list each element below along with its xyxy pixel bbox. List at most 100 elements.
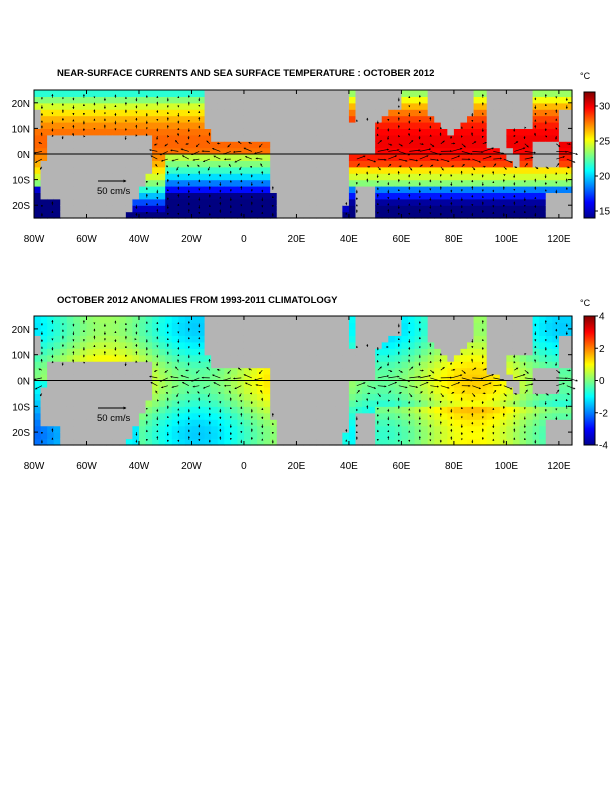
land-cell [211, 90, 219, 97]
land-cell [270, 374, 278, 382]
ocean-cell [375, 438, 383, 446]
current-arrow [535, 393, 539, 396]
land-cell [276, 179, 284, 187]
land-cell [335, 374, 343, 382]
ocean-cell [467, 173, 475, 181]
current-arrow [440, 158, 450, 163]
ocean-cell [250, 374, 258, 382]
ocean-cell [152, 211, 160, 219]
land-cell [138, 386, 147, 394]
land-cell [381, 316, 389, 324]
land-cell [335, 425, 343, 433]
ocean-cell [152, 406, 160, 414]
ocean-cell [257, 186, 265, 193]
ocean-cell [138, 354, 147, 362]
ocean-cell [453, 380, 462, 388]
ocean-cell [388, 128, 396, 136]
land-cell [270, 115, 278, 123]
land-cell [558, 341, 567, 349]
ocean-cell [473, 173, 481, 181]
ocean-cell [73, 335, 81, 343]
land-cell [53, 141, 61, 149]
land-cell [224, 316, 232, 324]
ocean-cell [473, 419, 481, 427]
ocean-cell [125, 115, 134, 123]
land-cell [558, 198, 567, 206]
current-arrow [566, 392, 570, 395]
ocean-cell [125, 109, 134, 117]
land-cell [329, 432, 337, 440]
land-cell [230, 361, 238, 369]
ocean-cell [178, 102, 186, 110]
land-cell [99, 425, 107, 433]
ocean-cell [145, 96, 153, 104]
land-cell [329, 354, 337, 362]
ocean-cell [440, 128, 448, 136]
current-arrow [180, 375, 189, 379]
land-cell [53, 386, 61, 394]
ocean-cell [552, 335, 560, 343]
land-cell [270, 109, 278, 117]
ocean-cell [375, 186, 383, 193]
ocean-cell [191, 90, 199, 97]
land-cell [512, 328, 521, 336]
land-cell [545, 425, 553, 433]
ocean-cell [532, 361, 540, 369]
land-cell [526, 96, 534, 104]
ocean-cell [499, 198, 507, 206]
land-cell [506, 328, 514, 336]
land-cell [303, 354, 311, 362]
current-arrow [556, 369, 561, 374]
ocean-cell [552, 109, 560, 117]
land-cell [309, 102, 317, 110]
land-cell [99, 438, 107, 446]
ocean-cell [112, 128, 120, 136]
land-cell [237, 122, 245, 129]
current-arrow [472, 393, 476, 397]
ocean-cell [191, 367, 199, 375]
current-arrow [493, 384, 503, 387]
ocean-cell [198, 211, 206, 219]
y-tick-label: 20S [12, 428, 30, 439]
land-cell [86, 374, 94, 382]
current-arrow [461, 369, 466, 374]
ocean-cell [250, 147, 258, 155]
ocean-cell [198, 367, 206, 375]
ocean-cell [440, 154, 448, 161]
ocean-cell [447, 179, 455, 187]
ocean-cell [93, 102, 101, 110]
land-cell [493, 361, 501, 369]
ocean-cell [480, 211, 488, 219]
ocean-cell [427, 341, 435, 349]
land-cell [362, 147, 370, 155]
current-arrow [514, 147, 526, 152]
land-cell [79, 173, 88, 181]
ocean-cell [198, 412, 206, 420]
current-arrow [430, 158, 440, 162]
land-cell [270, 128, 278, 136]
ocean-cell [178, 425, 186, 433]
ocean-cell [263, 425, 271, 433]
ocean-cell [506, 128, 514, 136]
land-cell [335, 192, 343, 200]
ocean-cell [388, 341, 396, 349]
ocean-cell [512, 374, 521, 382]
ocean-cell [53, 335, 61, 343]
land-cell [381, 335, 389, 343]
ocean-cell [53, 122, 61, 129]
land-cell [79, 432, 88, 440]
ocean-cell [138, 122, 147, 129]
ocean-cell [34, 328, 42, 336]
land-cell [79, 141, 88, 149]
land-cell [217, 134, 225, 142]
scale-label: 50 cm/s [97, 186, 131, 197]
ocean-cell [552, 412, 560, 420]
ocean-cell [158, 186, 166, 193]
land-cell [119, 393, 127, 401]
ocean-cell [158, 173, 166, 181]
land-cell [545, 205, 553, 213]
ocean-cell [427, 354, 435, 362]
land-cell [73, 211, 81, 219]
land-cell [276, 173, 284, 181]
ocean-cell [158, 341, 166, 349]
